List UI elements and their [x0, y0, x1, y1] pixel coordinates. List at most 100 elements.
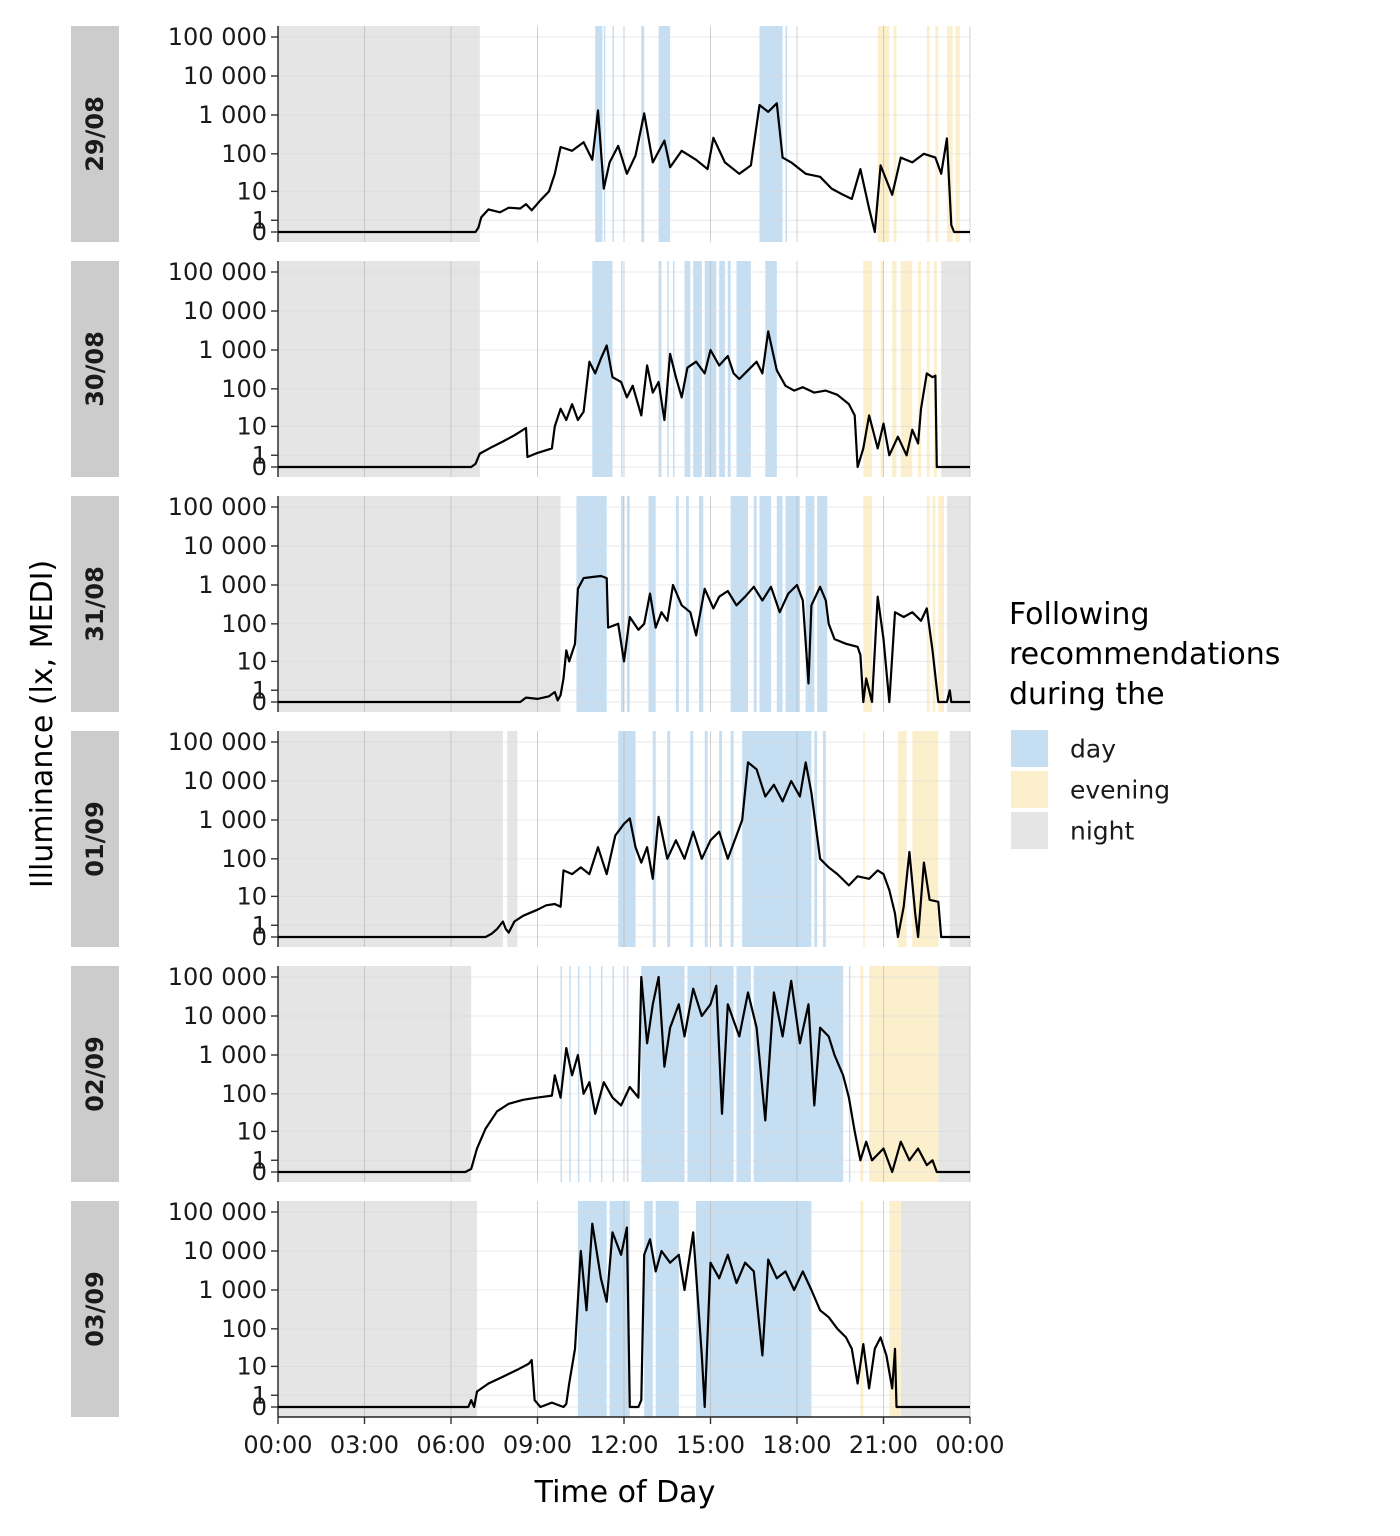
illuminance-line [278, 1222, 970, 1409]
day-band [753, 496, 757, 712]
day-band [652, 731, 656, 947]
facet-strip [71, 496, 119, 712]
evening-band [933, 261, 937, 477]
night-band [946, 496, 970, 712]
day-band [696, 1201, 812, 1417]
day-band [626, 966, 629, 1182]
day-band [704, 731, 708, 947]
evening-band [926, 261, 930, 477]
x-tick-label: 00:00 [935, 1431, 1004, 1459]
y-tick-label: 10 000 [183, 532, 267, 560]
x-tick-label: 18:00 [762, 1431, 831, 1459]
y-tick-label: 100 000 [168, 728, 267, 756]
evening-band [926, 26, 930, 242]
y-tick-label: 10 000 [183, 1237, 267, 1265]
y-tick-label: 10 000 [183, 62, 267, 90]
night-band [278, 261, 480, 477]
facet-strip [71, 26, 119, 242]
evening-band [860, 966, 864, 1182]
day-band [560, 966, 563, 1182]
facet-strip-label: 31/08 [81, 566, 109, 642]
day-band [576, 496, 607, 712]
day-band [612, 966, 614, 1182]
x-tick-label: 03:00 [330, 1431, 399, 1459]
y-tick-label: 1 [252, 911, 267, 939]
x-tick-label: 00:00 [243, 1431, 312, 1459]
day-band [765, 261, 777, 477]
night-band [278, 496, 561, 712]
day-band [658, 26, 671, 242]
evening-band [863, 731, 865, 947]
day-band [727, 261, 731, 477]
y-tick-label: 10 [236, 412, 267, 440]
x-tick-label: 09:00 [503, 1431, 572, 1459]
day-band [719, 261, 725, 477]
y-tick-label: 0 [252, 1158, 267, 1186]
facet-strip [71, 261, 119, 477]
day-band [621, 496, 624, 712]
y-tick-label: 0 [252, 453, 267, 481]
illuminance-line [278, 574, 970, 704]
y-tick-label: 1 [252, 1381, 267, 1409]
y-tick-label: 0 [252, 1393, 267, 1421]
y-tick-label: 0 [252, 218, 267, 246]
day-band [603, 26, 606, 242]
x-axis: 00:00 03:00 06:00 09:00 12:00 15:00 18:00 21:00… [243, 1416, 1005, 1459]
evening-band [892, 261, 897, 477]
day-band [612, 26, 614, 242]
facet-strip-label: 29/08 [81, 96, 109, 172]
day-band [592, 261, 613, 477]
night-band [278, 731, 503, 947]
day-band [621, 261, 623, 477]
legend-label-day: day [1070, 735, 1116, 764]
day-band [776, 496, 783, 712]
day-band [848, 966, 851, 1182]
y-axis-title: Illuminance (lx, MEDI) [25, 560, 60, 888]
y-tick-label: 100 [221, 845, 267, 873]
evening-band [863, 261, 872, 477]
day-band [736, 261, 751, 477]
x-tick-label: 21:00 [849, 1431, 918, 1459]
facet-strip-label: 30/08 [81, 331, 109, 407]
evening-band [893, 26, 897, 242]
y-tick-label: 100 [221, 140, 267, 168]
day-band [569, 966, 571, 1182]
legend-title-line: Following [1009, 597, 1150, 632]
evening-band [935, 26, 939, 242]
day-band [641, 966, 685, 1182]
illuminance-line [278, 102, 970, 234]
day-band [759, 496, 772, 712]
legend: Following recommendations during the day ev… [1009, 597, 1280, 849]
day-band [736, 966, 751, 1182]
evening-band [863, 496, 872, 712]
y-tick-label: 1 000 [198, 336, 267, 364]
night-band [278, 1201, 477, 1417]
day-band [644, 1201, 653, 1417]
y-tick-label: 1 [252, 1146, 267, 1174]
legend-label-evening: evening [1070, 776, 1170, 805]
y-tick-label: 100 000 [168, 258, 267, 286]
day-band [655, 1201, 679, 1417]
legend-swatch-night [1011, 812, 1048, 849]
day-band [805, 496, 815, 712]
night-band [278, 26, 480, 242]
y-tick-label: 10 [236, 882, 267, 910]
y-tick-label: 1 [252, 441, 267, 469]
y-tick-label: 0 [252, 923, 267, 951]
legend-swatch-day [1011, 730, 1048, 767]
y-tick-label: 10 [236, 1117, 267, 1145]
day-band [609, 1201, 630, 1417]
day-band [685, 496, 689, 712]
day-band [814, 731, 818, 947]
legend-title: Following recommendations during the [1009, 597, 1280, 712]
y-tick-label: 100 [221, 1080, 267, 1108]
day-band [759, 26, 783, 242]
day-band [618, 731, 636, 947]
y-tick-label: 100 000 [168, 493, 267, 521]
evening-band [926, 496, 930, 712]
